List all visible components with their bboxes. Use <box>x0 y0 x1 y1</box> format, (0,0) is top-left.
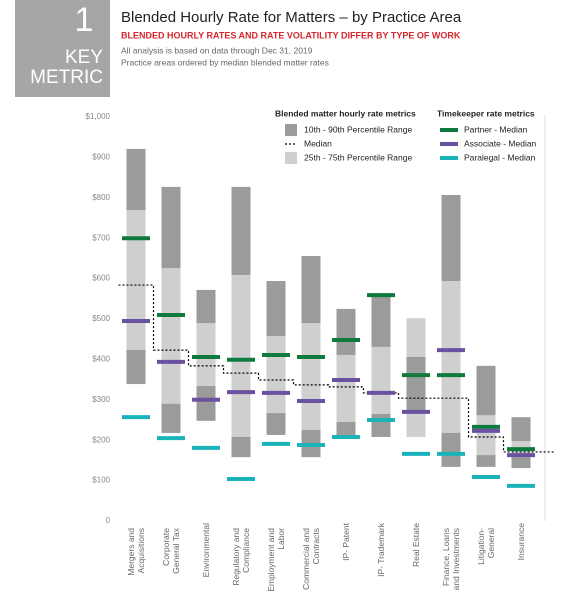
legend-label: Paralegal - Median <box>464 152 536 162</box>
range-bar <box>126 209 146 351</box>
range-bar <box>476 415 496 456</box>
legend-title: Blended matter hourly rate metrics <box>275 108 416 118</box>
range-bar <box>231 274 251 437</box>
legend-label: 10th - 90th Percentile Range <box>304 124 412 134</box>
range-bar <box>301 323 321 431</box>
y-tick-label: $200 <box>92 435 110 444</box>
legend-title: Timekeeper rate metrics <box>437 108 535 118</box>
range-bar <box>406 356 426 414</box>
x-tick-label: Commercial and Contracts <box>301 528 321 590</box>
legend-label: Partner - Median <box>464 124 528 134</box>
range-bar <box>196 323 216 387</box>
key-label: KEY METRIC <box>30 48 103 88</box>
range-bar <box>371 346 391 414</box>
note: Practice areas ordered by median blended… <box>121 57 329 67</box>
key-label-box: KEY METRIC <box>30 48 103 88</box>
x-tick-label: Insurance <box>516 523 526 561</box>
range-bar <box>336 354 356 423</box>
x-tick-label: Regulatory and Compliance <box>231 528 251 586</box>
legend-swatch <box>285 124 297 136</box>
legend-label: 25th - 75th Percentile Range <box>304 152 412 162</box>
y-tick-label: $800 <box>92 193 110 202</box>
y-tick-label: $500 <box>92 314 110 323</box>
y-tick-label: $700 <box>92 233 110 242</box>
x-tick-label: Finance, Loans and Investments <box>441 528 461 591</box>
y-tick-label: 0 <box>106 516 111 525</box>
y-tick-label: $300 <box>92 395 110 404</box>
legend-label: Associate - Median <box>464 138 537 148</box>
range-bar <box>161 268 181 404</box>
range-bar <box>441 281 461 433</box>
y-tick-label: $900 <box>92 153 110 162</box>
legend-swatch <box>285 152 297 164</box>
key-number: 1 <box>75 1 94 39</box>
key-box <box>15 0 110 97</box>
note: All analysis is based on data through De… <box>121 45 313 55</box>
chart-subtitle: BLENDED HOURLY RATES AND RATE VOLATILITY… <box>121 30 461 40</box>
x-tick-label: Litigation-General <box>476 528 496 565</box>
y-tick-label: $400 <box>92 355 110 364</box>
x-tick-label: Corporate General Tax <box>161 528 181 574</box>
y-tick-label: $600 <box>92 274 110 283</box>
x-tick-label: Employment and Labor <box>266 528 286 592</box>
chart-title: Blended Hourly Rate for Matters – by Pra… <box>121 9 462 26</box>
median-line <box>118 284 555 453</box>
y-tick-label: $1,000 <box>86 112 111 121</box>
x-tick-label: Mergers and Acquisitions <box>126 528 146 576</box>
range-bar <box>266 335 286 414</box>
x-tick-label: Real Estate <box>411 523 421 567</box>
y-tick-label: $100 <box>92 476 110 485</box>
legend-label: Median <box>304 138 332 148</box>
x-tick-label: IP- Trademark <box>376 523 386 577</box>
x-tick-label: IP- Patent <box>341 523 351 561</box>
x-tick-label: Environmental <box>201 523 211 578</box>
